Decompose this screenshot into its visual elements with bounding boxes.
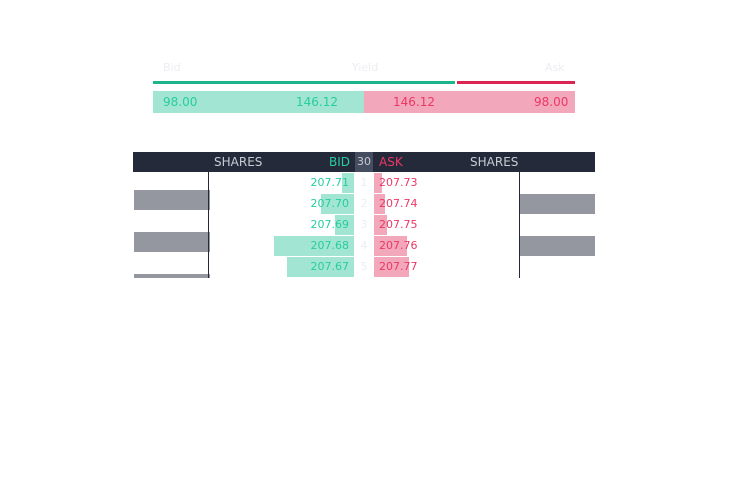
left-shares-bar bbox=[134, 274, 210, 278]
order-book-header: SHARES BID 30 ASK SHARES bbox=[133, 152, 595, 172]
ask-price-cell[interactable]: 207.75 bbox=[379, 218, 418, 231]
ask-depth-bar bbox=[374, 173, 382, 193]
level-number: 1 bbox=[360, 176, 368, 189]
level-number: 4 bbox=[360, 239, 368, 252]
level-number: 3 bbox=[360, 218, 368, 231]
ask-depth-bar bbox=[374, 257, 409, 277]
bid-price-cell[interactable]: 207.71 bbox=[310, 176, 350, 189]
bid-depth-bar bbox=[274, 236, 354, 256]
ask-depth-bar bbox=[374, 215, 387, 235]
bid-depth-bar bbox=[335, 215, 354, 235]
depth-selector[interactable]: 30 bbox=[355, 152, 373, 172]
bid-price-cell[interactable]: 207.69 bbox=[310, 218, 350, 231]
left-shares-bar bbox=[134, 232, 210, 252]
bid-yield: 146.12 bbox=[296, 95, 338, 109]
order-book: 207.71 1 207.73 207.70 2 207.74 207.69 3 207.75 2… bbox=[133, 172, 595, 278]
right-shares-bar bbox=[520, 194, 595, 214]
ask-label: Ask bbox=[545, 61, 565, 74]
bid-depth-bar bbox=[342, 173, 354, 193]
bid-price: 98.00 bbox=[163, 95, 198, 109]
bid-price-cell[interactable]: 207.68 bbox=[310, 239, 350, 252]
ask-price-cell[interactable]: 207.77 bbox=[379, 260, 418, 273]
ask-price-cell[interactable]: 207.76 bbox=[379, 239, 418, 252]
ask-depth-bar bbox=[374, 236, 407, 256]
left-divider bbox=[208, 172, 209, 278]
left-shares-bar bbox=[134, 190, 210, 210]
ask-yield: 146.12 bbox=[393, 95, 435, 109]
bid-summary-bg bbox=[153, 91, 364, 113]
bid-header: BID bbox=[329, 155, 351, 169]
bid-price-cell[interactable]: 207.70 bbox=[310, 197, 350, 210]
bid-price-cell[interactable]: 207.67 bbox=[310, 260, 350, 273]
ask-spread-line bbox=[457, 81, 575, 84]
level-number: 2 bbox=[360, 197, 368, 210]
yield-label: Yield bbox=[352, 61, 379, 74]
ask-header: ASK bbox=[379, 155, 403, 169]
ask-price-cell[interactable]: 207.73 bbox=[379, 176, 418, 189]
shares-left-header: SHARES bbox=[214, 155, 263, 169]
bid-depth-bar bbox=[287, 257, 354, 277]
ask-depth-bar bbox=[374, 194, 385, 214]
level-number: 5 bbox=[360, 260, 368, 273]
right-divider bbox=[519, 172, 520, 278]
bid-depth-bar bbox=[321, 194, 354, 214]
bid-label: Bid bbox=[163, 61, 181, 74]
ask-summary-bg bbox=[364, 91, 575, 113]
shares-right-header: SHARES bbox=[470, 155, 519, 169]
ask-price: 98.00 bbox=[534, 95, 569, 109]
bid-spread-line bbox=[153, 81, 455, 84]
ask-price-cell[interactable]: 207.74 bbox=[379, 197, 418, 210]
right-shares-bar bbox=[520, 236, 595, 256]
